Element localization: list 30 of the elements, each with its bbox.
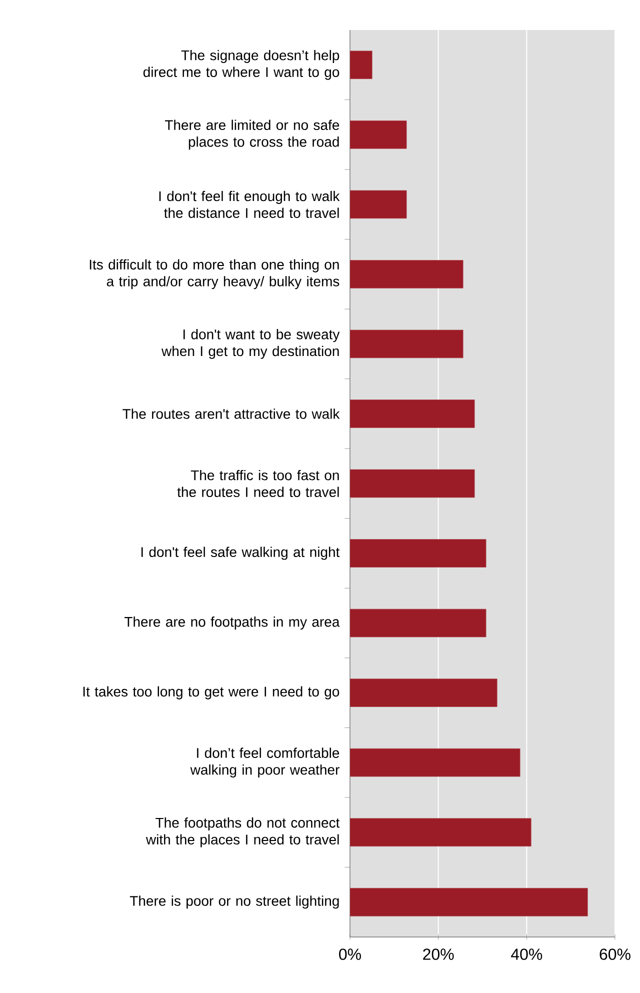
bar — [350, 748, 520, 777]
bar — [350, 400, 475, 428]
y-tick-label: I don't feel safe walking at night — [141, 546, 340, 560]
x-tick-label: 60% — [600, 948, 630, 960]
x-tick-label: 20% — [423, 948, 454, 960]
bar — [350, 888, 588, 916]
y-tick-label: I don't feel fit enough to walk the distance I need to travel — [159, 190, 340, 218]
y-tick-label: It takes too long to get were I need to go — [83, 686, 340, 700]
y-tick-label: There is poor or no street lighting — [130, 896, 339, 909]
y-tick-label: I don't want to be sweaty when I get to my destination — [162, 329, 340, 359]
y-tick-label: The signage doesn’t help direct me to where I want to go — [143, 50, 340, 80]
y-tick-label: The traffic is too fast on the routes I need to travel — [177, 470, 339, 498]
y-tick-label: There are no footpaths in my area — [124, 616, 340, 630]
bar — [350, 190, 407, 219]
bar — [350, 260, 464, 288]
bar — [350, 539, 486, 568]
bar — [350, 608, 486, 638]
y-tick-label: The footpaths do not connect with the places I need to travel — [146, 817, 340, 848]
bar — [350, 678, 498, 707]
bar — [350, 818, 532, 847]
bar — [350, 469, 475, 498]
y-tick-label: The routes aren't attractive to walk — [122, 408, 340, 419]
bar — [350, 330, 464, 358]
bar — [350, 120, 407, 149]
x-tick-label: 40% — [511, 948, 542, 960]
y-tick-label: There are limited or no safe places to cross the road — [164, 120, 340, 150]
y-tick-label: I don’t feel comfortable walking in poor weather — [190, 748, 340, 778]
bar — [350, 50, 372, 80]
x-tick-label: 0% — [339, 948, 361, 960]
y-tick-label: Its difficult to do more than one thing on a trip and/or carry heavy/ bulky items — [90, 259, 340, 290]
